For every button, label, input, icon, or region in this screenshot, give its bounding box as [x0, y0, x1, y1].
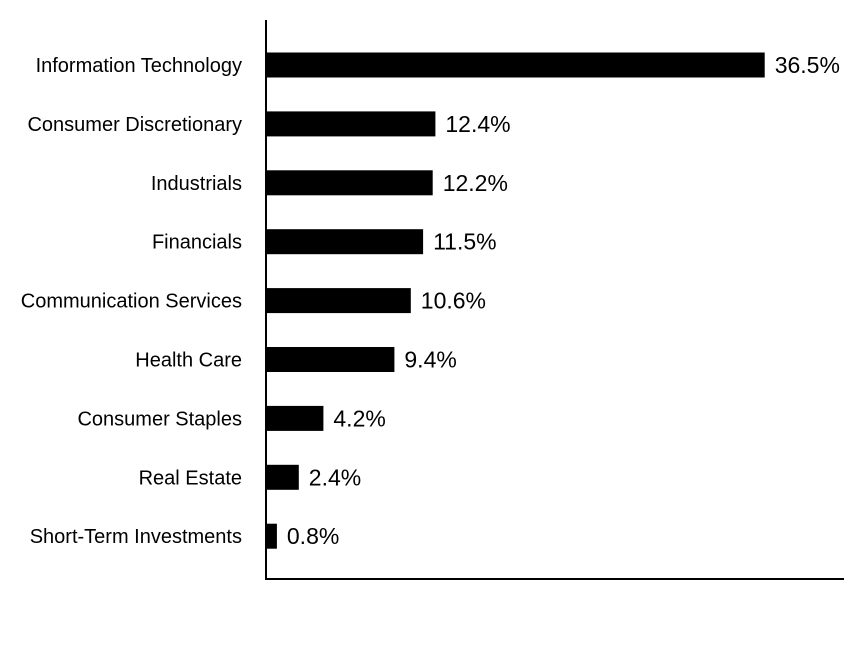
value-label-short-term-investments: 0.8% — [287, 523, 339, 549]
category-label-short-term-investments: Short-Term Investments — [30, 526, 242, 548]
bar-financials — [266, 229, 424, 255]
bar-real-estate — [266, 464, 299, 490]
bar-consumer-staples — [266, 405, 324, 431]
category-label-health-care: Health Care — [135, 350, 242, 372]
labels-layer: Information Technology 36.5% Consumer Disc… — [21, 52, 840, 549]
bar-health-care — [266, 347, 395, 372]
value-label-health-care: 9.4% — [404, 347, 456, 373]
bar-information-technology — [266, 52, 765, 78]
bar-communication-services — [266, 288, 411, 314]
category-label-industrials: Industrials — [151, 173, 242, 195]
category-label-financials: Financials — [152, 232, 242, 254]
bar-short-term-investments — [266, 523, 277, 549]
category-label-real-estate: Real Estate — [139, 467, 242, 489]
category-label-communication-services: Communication Services — [21, 291, 242, 313]
category-label-information-technology: Information Technology — [36, 55, 242, 77]
bar-consumer-discretionary — [266, 111, 436, 137]
value-label-consumer-discretionary: 12.4% — [445, 111, 510, 137]
value-label-industrials: 12.2% — [443, 170, 508, 196]
value-label-consumer-staples: 4.2% — [333, 405, 385, 431]
bar-industrials — [266, 170, 433, 196]
value-label-financials: 11.5% — [433, 229, 497, 255]
value-label-communication-services: 10.6% — [421, 288, 486, 314]
category-label-consumer-staples: Consumer Staples — [77, 408, 242, 430]
value-label-real-estate: 2.4% — [309, 464, 361, 490]
bars-layer — [266, 52, 765, 549]
category-label-consumer-discretionary: Consumer Discretionary — [27, 114, 242, 136]
value-label-information-technology: 36.5% — [775, 52, 840, 78]
